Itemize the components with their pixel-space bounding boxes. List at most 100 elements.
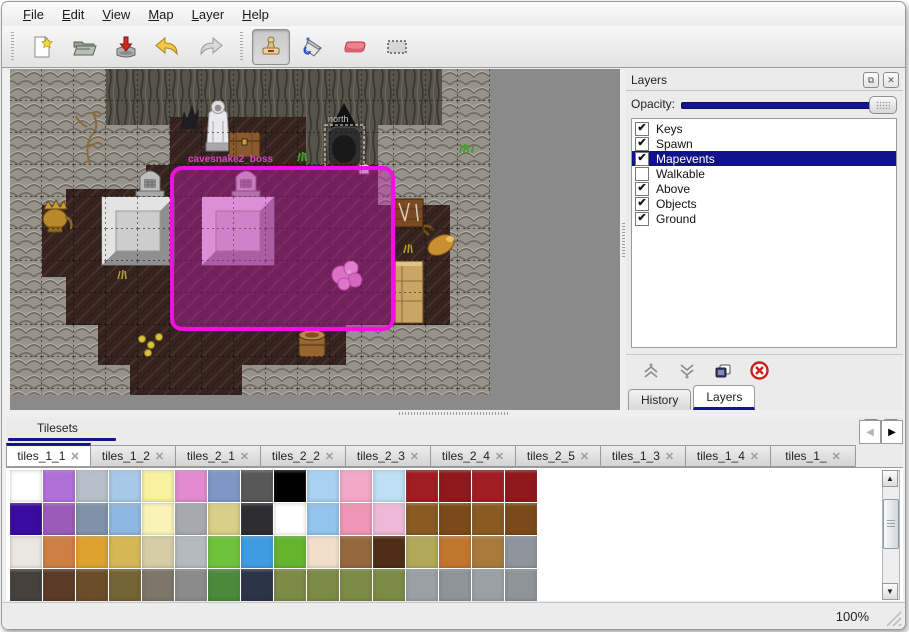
tile-2-12[interactable] [406, 536, 438, 568]
menu-layer[interactable]: Layer [191, 6, 225, 22]
dock-tab-layers[interactable]: Layers [693, 385, 756, 410]
close-panel-icon[interactable]: ✕ [883, 72, 899, 88]
scroll-tabs-right-icon[interactable]: ▶ [881, 420, 903, 444]
tile-3-10[interactable] [340, 569, 372, 601]
tileset-tab-tiles_1_2[interactable]: tiles_1_2 ✕ [91, 445, 176, 467]
tileset-scrollbar[interactable]: ▲ ▼ [882, 470, 900, 600]
tile-0-13[interactable] [439, 470, 471, 502]
tile-3-0[interactable] [10, 569, 42, 601]
tile-3-6[interactable] [208, 569, 240, 601]
float-panel-icon[interactable]: ⧉ [863, 72, 879, 88]
layer-checkbox[interactable]: ✔ [635, 136, 649, 151]
close-tab-icon[interactable]: ✕ [70, 450, 80, 463]
tile-2-7[interactable] [241, 536, 273, 568]
tile-1-10[interactable] [340, 503, 372, 535]
tile-0-6[interactable] [208, 470, 240, 502]
tile-1-6[interactable] [208, 503, 240, 535]
menu-view[interactable]: View [102, 6, 131, 22]
tile-0-0[interactable] [10, 470, 42, 502]
close-tab-icon[interactable]: ✕ [239, 450, 250, 463]
resize-grip[interactable] [881, 606, 903, 628]
layer-row-keys[interactable]: ✔ Keys [632, 121, 896, 136]
tile-1-3[interactable] [109, 503, 141, 535]
tile-0-7[interactable] [241, 470, 273, 502]
tile-3-9[interactable] [307, 569, 339, 601]
move-layer-up-button[interactable] [640, 360, 662, 382]
tile-0-3[interactable] [109, 470, 141, 502]
layer-checkbox[interactable]: ✔ [635, 151, 649, 166]
tile-2-15[interactable] [505, 536, 537, 568]
tile-0-1[interactable] [43, 470, 75, 502]
layer-checkbox[interactable]: ✔ [635, 196, 649, 211]
duplicate-layer-button[interactable] [712, 360, 734, 382]
fill-tool-button[interactable] [294, 29, 332, 65]
opacity-slider-handle[interactable] [869, 96, 897, 114]
tile-2-2[interactable] [76, 536, 108, 568]
open-file-button[interactable] [65, 29, 103, 65]
close-tab-icon[interactable]: ✕ [664, 450, 675, 463]
layer-row-mapevents[interactable]: ✔ Mapevents [632, 151, 896, 166]
toolbar-grip[interactable] [10, 31, 15, 62]
tile-0-2[interactable] [76, 470, 108, 502]
layer-checkbox[interactable]: ✔ [635, 181, 649, 196]
tile-1-11[interactable] [373, 503, 405, 535]
tile-0-12[interactable] [406, 470, 438, 502]
close-tab-icon[interactable]: ✕ [579, 450, 590, 463]
tile-0-14[interactable] [472, 470, 504, 502]
tileset-tab-tiles_1_1[interactable]: tiles_1_1 ✕ [6, 443, 91, 467]
scrollbar-thumb[interactable] [883, 499, 899, 549]
tile-0-9[interactable] [307, 470, 339, 502]
tileset-tab-tiles_2_1[interactable]: tiles_2_1 ✕ [176, 445, 261, 467]
tile-2-4[interactable] [142, 536, 174, 568]
tile-2-10[interactable] [340, 536, 372, 568]
tile-2-6[interactable] [208, 536, 240, 568]
vertical-splitter[interactable] [620, 69, 626, 410]
map-canvas[interactable]: north [10, 69, 620, 410]
toolbar-grip-2[interactable] [239, 31, 244, 62]
tile-3-8[interactable] [274, 569, 306, 601]
tile-2-3[interactable] [109, 536, 141, 568]
tileset-tab-tiles_2_5[interactable]: tiles_2_5 ✕ [516, 445, 601, 467]
dock-tab-history[interactable]: History [628, 389, 692, 410]
tile-1-13[interactable] [439, 503, 471, 535]
tile-1-12[interactable] [406, 503, 438, 535]
tile-2-8[interactable] [274, 536, 306, 568]
tile-2-5[interactable] [175, 536, 207, 568]
stamp-tool-button[interactable] [252, 28, 290, 65]
tile-3-5[interactable] [175, 569, 207, 601]
menu-help[interactable]: Help [242, 6, 269, 22]
tileset-tab-tiles_2_4[interactable]: tiles_2_4 ✕ [431, 445, 516, 467]
tile-3-12[interactable] [406, 569, 438, 601]
layer-row-spawn[interactable]: ✔ Spawn [632, 136, 896, 151]
tile-2-11[interactable] [373, 536, 405, 568]
tile-3-3[interactable] [109, 569, 141, 601]
tileset-view[interactable]: ▲ ▼ [6, 467, 903, 601]
layer-row-ground[interactable]: ✔ Ground [632, 211, 896, 226]
layer-checkbox[interactable]: ✔ [635, 121, 649, 136]
tile-0-15[interactable] [505, 470, 537, 502]
layer-checkbox[interactable]: ✔ [635, 211, 649, 226]
tile-1-8[interactable] [274, 503, 306, 535]
close-tab-icon[interactable]: ✕ [749, 450, 760, 463]
undo-button[interactable] [149, 29, 187, 65]
map-selection[interactable] [170, 166, 395, 331]
scroll-up-icon[interactable]: ▲ [882, 470, 898, 487]
tile-1-1[interactable] [43, 503, 75, 535]
layer-row-objects[interactable]: ✔ Objects [632, 196, 896, 211]
tile-2-1[interactable] [43, 536, 75, 568]
tile-0-5[interactable] [175, 470, 207, 502]
horizontal-splitter[interactable] [2, 410, 905, 417]
tile-1-0[interactable] [10, 503, 42, 535]
eraser-tool-button[interactable] [336, 29, 374, 65]
tile-3-13[interactable] [439, 569, 471, 601]
tile-2-9[interactable] [307, 536, 339, 568]
tile-3-1[interactable] [43, 569, 75, 601]
delete-layer-button[interactable] [748, 360, 770, 382]
tile-2-13[interactable] [439, 536, 471, 568]
menu-map[interactable]: Map [148, 6, 174, 22]
menu-file[interactable]: File [23, 6, 44, 22]
opacity-slider[interactable] [681, 95, 897, 114]
tile-1-7[interactable] [241, 503, 273, 535]
rect-select-tool-button[interactable] [378, 29, 416, 65]
tile-1-4[interactable] [142, 503, 174, 535]
